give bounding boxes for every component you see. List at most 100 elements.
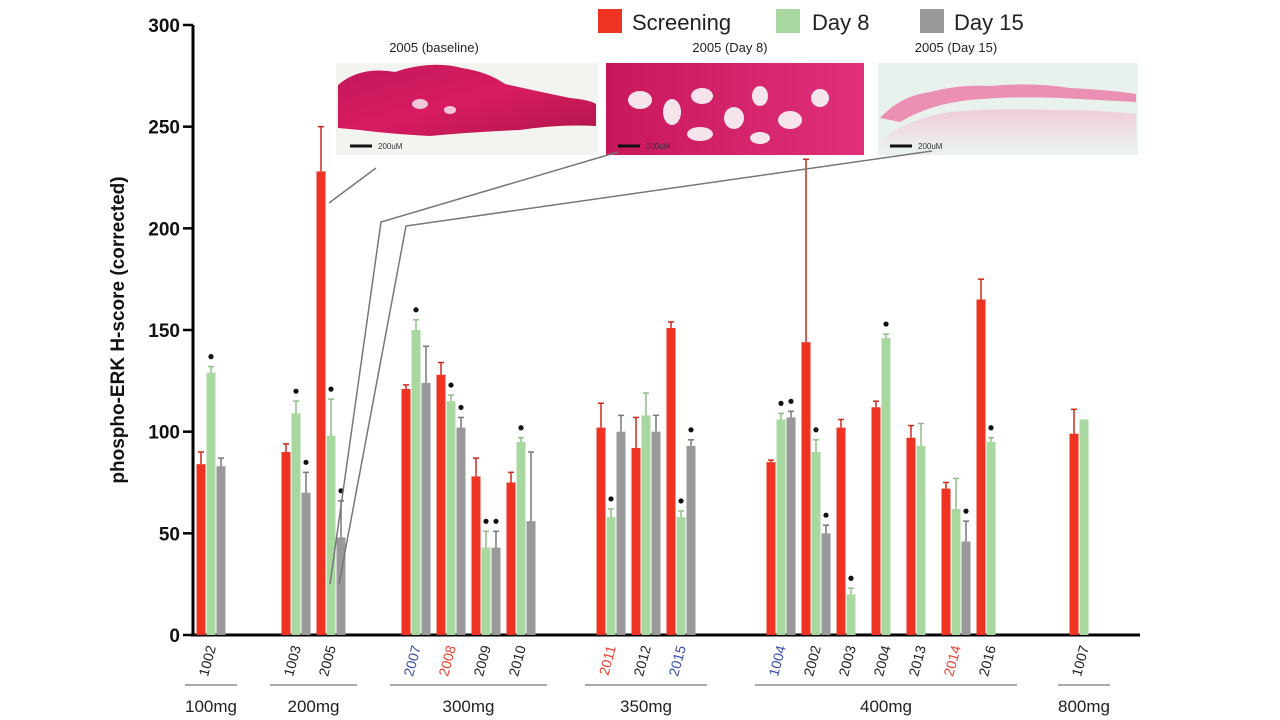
- bar-1003-day15: [301, 492, 311, 635]
- bar-1002-day8: [206, 372, 216, 635]
- significance-dot: [328, 386, 334, 392]
- callout-line-day15: [338, 150, 933, 585]
- bar-2016-day8: [986, 441, 996, 635]
- bar-2002-day15: [821, 533, 831, 635]
- tissue-detail: [412, 99, 428, 109]
- bar-2007-day8: [411, 330, 421, 635]
- patient-label-2013: 2013: [905, 643, 929, 677]
- bar-2004-day8: [881, 338, 891, 635]
- bar-2012-day8: [641, 415, 651, 635]
- legend-swatch-day8: [776, 9, 800, 33]
- patient-label-2016: 2016: [975, 643, 999, 677]
- bar-2011-screening: [596, 427, 606, 635]
- significance-dot: [788, 398, 794, 404]
- bar-2009-day15: [491, 547, 501, 635]
- patient-label-1002: 1002: [195, 643, 219, 677]
- bar-1004-day15: [786, 417, 796, 635]
- bar-2014-screening: [941, 488, 951, 635]
- bar-2002-day8: [811, 452, 821, 635]
- tissue-detail: [752, 86, 768, 106]
- bar-1004-screening: [766, 462, 776, 635]
- y-axis-title: phospho-ERK H-score (corrected): [108, 176, 129, 483]
- patient-label-2004: 2004: [870, 643, 894, 677]
- y-tick-label: 150: [148, 321, 180, 342]
- bar-2012-screening: [631, 447, 641, 635]
- bar-2005-screening: [316, 171, 326, 635]
- patient-label-2015: 2015: [665, 643, 689, 677]
- bar-2004-screening: [871, 407, 881, 635]
- dose-label-400mg: 400mg: [860, 697, 912, 716]
- significance-dot: [303, 459, 309, 465]
- patient-label-2003: 2003: [835, 643, 859, 677]
- tissue-detail: [444, 106, 456, 114]
- bar-2008-day15: [456, 427, 466, 635]
- legend-label-day8: Day 8: [812, 10, 869, 35]
- tissue-detail: [724, 107, 744, 129]
- patient-label-2014: 2014: [940, 643, 964, 677]
- y-tick-label: 50: [159, 524, 180, 545]
- y-tick-label: 250: [148, 118, 180, 139]
- bar-2003-day8: [846, 594, 856, 635]
- bar-2016-screening: [976, 299, 986, 635]
- tissue-detail: [750, 132, 770, 144]
- significance-dot: [483, 518, 489, 524]
- significance-dot: [988, 425, 994, 431]
- significance-dot: [458, 404, 464, 411]
- dose-label-800mg: 800mg: [1058, 697, 1110, 716]
- significance-dot: [688, 427, 694, 433]
- bar-2009-day8: [481, 547, 491, 635]
- bar-1007-day8: [1079, 419, 1089, 635]
- inset-day15: 2005 (Day 15) 200uM: [878, 40, 1138, 155]
- bar-1004-day8: [776, 419, 786, 635]
- y-tick-label: 0: [169, 626, 180, 647]
- bar-2005-day8: [326, 435, 336, 635]
- inset-title-day8: 2005 (Day 8): [692, 40, 767, 55]
- patient-label-2011: 2011: [596, 643, 619, 676]
- patient-label-2012: 2012: [630, 643, 654, 677]
- bar-2012-day15: [651, 431, 661, 635]
- significance-dot: [448, 382, 454, 388]
- significance-dot: [813, 427, 819, 433]
- significance-dot: [413, 307, 419, 313]
- patient-labels: 1002 1003 2005 2007 2008 2009 2010 2011 2012 2015…: [195, 643, 1092, 677]
- y-tick-label: 100: [148, 423, 180, 444]
- bar-2010-day15: [526, 521, 536, 635]
- legend-swatch-screening: [598, 9, 622, 33]
- tissue-detail: [691, 88, 713, 104]
- callout-line-baseline: [328, 167, 377, 204]
- tissue-detail: [811, 89, 829, 107]
- bar-1003-day8: [291, 413, 301, 635]
- tissue-detail: [778, 111, 802, 129]
- bar-2015-day15: [686, 445, 696, 635]
- patient-label-1004: 1004: [765, 643, 789, 677]
- legend: Screening Day 8 Day 15: [598, 9, 1024, 35]
- bar-2011-day15: [616, 431, 626, 635]
- bar-2007-screening: [401, 388, 411, 635]
- y-tick-label: 300: [148, 16, 180, 37]
- scale-text-day8: 200uM: [646, 142, 671, 151]
- bar-1003-screening: [281, 452, 291, 635]
- bar-2013-day8: [916, 445, 926, 635]
- callout-line-day8: [329, 151, 619, 585]
- y-tick-label: 200: [148, 219, 180, 240]
- patient-label-2008: 2008: [435, 643, 459, 677]
- patient-label-2002: 2002: [800, 643, 824, 677]
- inset-title-baseline: 2005 (baseline): [389, 40, 479, 55]
- bar-2011-day8: [606, 517, 616, 635]
- bar-2009-screening: [471, 476, 481, 635]
- y-ticks: 0 50 100 150 200 250 300: [148, 16, 193, 647]
- significance-dot: [608, 496, 614, 502]
- dose-label-350mg: 350mg: [620, 697, 672, 716]
- tissue-day15: [880, 84, 1136, 122]
- legend-swatch-day15: [920, 9, 944, 33]
- patient-label-2005: 2005: [315, 643, 339, 677]
- legend-label-day15: Day 15: [954, 10, 1024, 35]
- bar-2014-day15: [961, 541, 971, 635]
- bar-2015-day8: [676, 517, 686, 635]
- tissue-detail-group: [628, 86, 829, 144]
- bar-2010-day8: [516, 441, 526, 635]
- patient-label-2007: 2007: [400, 643, 424, 677]
- bar-2008-day8: [446, 401, 456, 635]
- legend-label-screening: Screening: [632, 10, 731, 35]
- inset-title-day15: 2005 (Day 15): [915, 40, 997, 55]
